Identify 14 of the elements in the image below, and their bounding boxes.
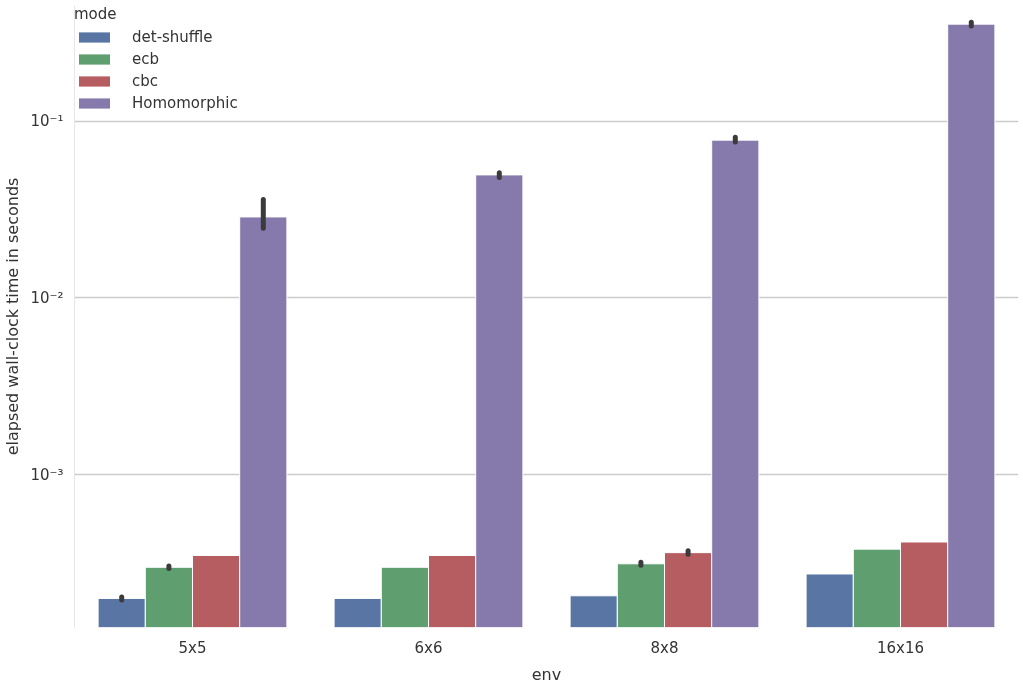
x-tick-label: 8x8 — [650, 638, 679, 657]
x-tick-label: 16x16 — [876, 638, 925, 657]
legend-label: cbc — [132, 72, 159, 90]
x-tick-label: 6x6 — [414, 638, 443, 657]
legend-label: Homomorphic — [132, 94, 238, 112]
y-tick-label: 10⁻² — [30, 288, 64, 307]
legend-label: ecb — [132, 50, 159, 68]
x-axis-title: env — [531, 664, 562, 684]
y-axis-title: elapsed wall-clock time in seconds — [3, 177, 23, 456]
y-tick-label: 10⁻³ — [30, 465, 64, 484]
legend-title: mode — [74, 5, 118, 23]
x-tick-label: 5x5 — [178, 638, 207, 657]
y-tick-label: 10⁻¹ — [30, 112, 64, 131]
legend-label: det-shuffle — [132, 28, 213, 46]
